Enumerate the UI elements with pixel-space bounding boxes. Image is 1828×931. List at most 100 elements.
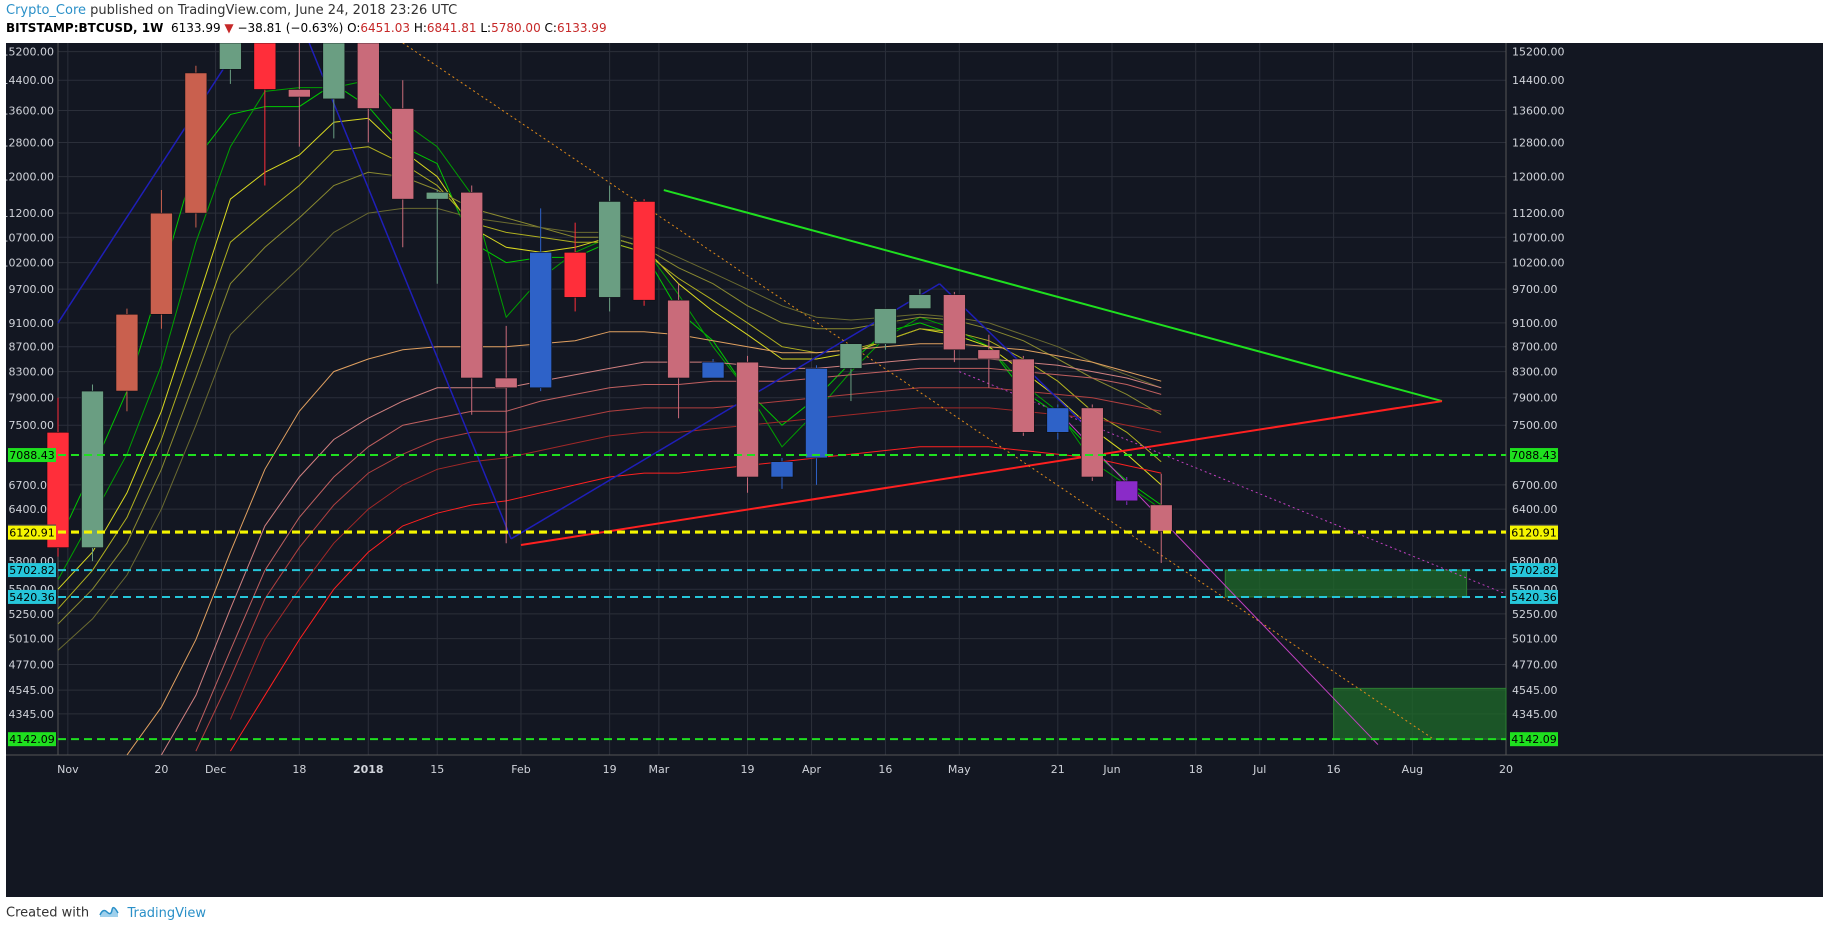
y-tick-label-left: 9700.00 <box>9 283 55 296</box>
high-value: 6841.81 <box>426 21 477 35</box>
x-tick-label: 2018 <box>353 763 384 776</box>
close-value: 6133.99 <box>556 21 607 35</box>
tradingview-link[interactable]: TradingView <box>127 905 206 921</box>
x-tick-label: Dec <box>205 763 226 776</box>
candle-body <box>563 252 587 298</box>
y-tick-label-left: 8300.00 <box>9 366 55 379</box>
x-tick-label: 18 <box>1189 763 1203 776</box>
low-label: L: <box>480 21 492 35</box>
candle-body <box>667 299 690 379</box>
y-tick-label-left: 11200.00 <box>6 207 54 220</box>
y-tick-label-left: 5010.00 <box>9 633 55 646</box>
candle-body <box>81 390 104 548</box>
y-tick-label-right: 4345.00 <box>1512 708 1558 721</box>
candle-body <box>736 361 759 478</box>
y-tick-label-right: 9700.00 <box>1512 283 1558 296</box>
price-level-label-left-bg <box>8 563 56 578</box>
x-tick-label: 20 <box>1499 763 1513 776</box>
x-tick-label: 19 <box>741 763 755 776</box>
trendline <box>308 42 512 540</box>
x-tick-label: Apr <box>802 763 822 776</box>
price-level-label-right: 5702.82 <box>1511 564 1557 577</box>
price-scale-right <box>1506 43 1823 755</box>
moving-average-line <box>160 358 1162 756</box>
y-tick-label-right: 7500.00 <box>1512 419 1558 432</box>
moving-average-line <box>229 407 1162 720</box>
candle-body <box>288 89 311 98</box>
y-tick-label-right: 9100.00 <box>1512 317 1558 330</box>
x-tick-label: May <box>948 763 971 776</box>
price-level-label-right-bg <box>1510 525 1558 540</box>
x-tick-label: Mar <box>648 763 669 776</box>
candle-body <box>943 294 966 351</box>
trendline <box>959 371 1507 595</box>
y-tick-label-right: 5010.00 <box>1512 633 1558 646</box>
candle-body <box>1115 480 1139 502</box>
y-tick-label-left: 9100.00 <box>9 317 55 330</box>
trendline <box>663 189 1443 403</box>
candle-body <box>598 201 621 298</box>
candle-body <box>632 201 656 301</box>
candle-body <box>805 368 828 459</box>
candle-body <box>391 108 415 200</box>
y-tick-label-left: 5250.00 <box>9 608 55 621</box>
candle-body <box>219 42 242 70</box>
y-tick-label-right: 7900.00 <box>1512 392 1558 405</box>
x-tick-label: 16 <box>1327 763 1341 776</box>
candle-body <box>1080 407 1104 478</box>
candle-body <box>874 308 897 344</box>
low-value: 5780.00 <box>491 21 541 35</box>
tradingview-logo-icon[interactable] <box>99 904 119 922</box>
x-tick-label: Jul <box>1252 763 1266 776</box>
y-tick-label-left: 6700.00 <box>9 479 55 492</box>
candle-body <box>494 377 518 389</box>
candle-body <box>977 349 1001 360</box>
x-tick-label: 20 <box>154 763 168 776</box>
moving-average-line <box>229 446 1162 752</box>
y-tick-label-right: 4545.00 <box>1512 684 1558 697</box>
price-level-label-right-bg <box>1510 732 1558 747</box>
y-tick-label-right: 13600.00 <box>1512 104 1565 117</box>
candle-body <box>150 212 173 315</box>
price-level-label-right: 4142.09 <box>1511 733 1557 746</box>
chart-container[interactable]: 15200.00 15200.00 14400.00 14400.00 13600.00… <box>2 42 1823 897</box>
symbol-info: BITSTAMP:BTCUSD, 1W 6133.99 ▼ −38.81 (−0… <box>6 21 607 35</box>
author-link[interactable]: Crypto_Core <box>6 3 87 18</box>
y-tick-label-right: 12800.00 <box>1512 137 1565 150</box>
candle-body <box>701 361 725 379</box>
x-tick-label: Aug <box>1402 763 1423 776</box>
down-triangle-icon: ▼ <box>224 21 234 35</box>
y-tick-label-right: 14400.00 <box>1512 74 1565 87</box>
price-level-label-right: 6120.91 <box>1511 527 1557 540</box>
candle-body <box>184 72 208 214</box>
price-level-label-right-bg <box>1510 448 1558 463</box>
candle-body <box>1149 504 1173 532</box>
price-level-label-left-bg <box>8 589 56 604</box>
y-tick-label-left: 4770.00 <box>9 659 55 672</box>
price-level-label-right-bg <box>1510 563 1558 578</box>
trendline <box>520 400 1443 546</box>
publish-info: Crypto_Core published on TradingView.com… <box>6 3 457 18</box>
y-tick-label-left: 7500.00 <box>9 419 55 432</box>
x-tick-label: 15 <box>430 763 444 776</box>
price-level-label-right: 5420.36 <box>1511 591 1557 604</box>
y-tick-label-right: 8300.00 <box>1512 366 1558 379</box>
price-level-label-left: 7088.43 <box>9 449 55 462</box>
footer: Created with TradingView <box>6 904 206 922</box>
x-tick-label: 21 <box>1051 763 1065 776</box>
candle-body <box>1012 358 1035 433</box>
y-tick-label-left: 13600.00 <box>6 104 54 117</box>
y-tick-label-right: 6400.00 <box>1512 503 1558 516</box>
y-tick-label-right: 4770.00 <box>1512 659 1558 672</box>
price-chart[interactable]: 15200.00 15200.00 14400.00 14400.00 13600.00… <box>2 42 1823 897</box>
candle-body <box>322 42 346 100</box>
candle-body <box>1046 407 1070 433</box>
x-tick-label: 16 <box>878 763 892 776</box>
open-label: O: <box>347 21 361 35</box>
published-text: published on TradingView.com, June 24, 2… <box>90 3 458 18</box>
y-tick-label-left: 12000.00 <box>6 171 54 184</box>
y-tick-label-left: 10700.00 <box>6 231 54 244</box>
y-tick-label-left: 15200.00 <box>6 46 54 59</box>
y-tick-label-left: 10200.00 <box>6 257 54 270</box>
y-tick-label-right: 15200.00 <box>1512 46 1565 59</box>
